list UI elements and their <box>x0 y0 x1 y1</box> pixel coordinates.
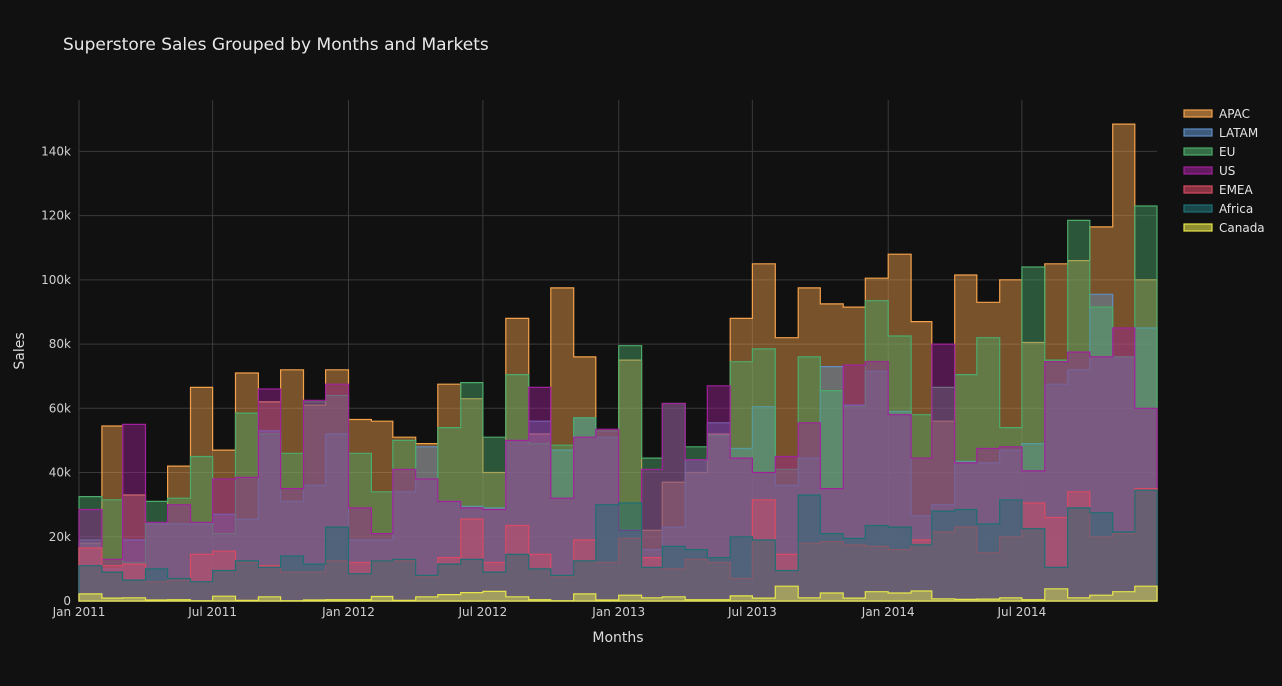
legend-swatch <box>1183 223 1213 232</box>
legend-label: APAC <box>1219 107 1250 121</box>
y-axis: 0 20k 40k 60k 80k 100k 120k 140k <box>41 144 71 608</box>
x-tick-label: Jul 2012 <box>457 605 507 619</box>
x-tick-label: Jul 2013 <box>727 605 777 619</box>
legend-label: Africa <box>1219 202 1253 216</box>
x-tick-label: Jan 2013 <box>591 605 645 619</box>
y-tick-label: 40k <box>49 466 71 480</box>
y-tick-label: 140k <box>41 144 71 158</box>
legend-swatch <box>1183 185 1213 194</box>
y-tick-label: 60k <box>49 401 71 415</box>
y-tick-label: 120k <box>41 209 71 223</box>
legend-label: EMEA <box>1219 183 1254 197</box>
legend-swatch <box>1183 147 1213 156</box>
series-area-canada[interactable] <box>78 585 1158 602</box>
legend-item-apac[interactable]: APAC <box>1183 107 1250 121</box>
legend-item-emea[interactable]: EMEA <box>1183 183 1254 197</box>
legend-label: US <box>1219 164 1235 178</box>
legend-label: EU <box>1219 145 1235 159</box>
legend-item-africa[interactable]: Africa <box>1183 202 1253 216</box>
legend-swatch <box>1183 109 1213 118</box>
y-axis-label: Sales <box>12 332 28 369</box>
y-tick-label: 0 <box>63 594 71 608</box>
series-area-africa[interactable] <box>78 489 1158 602</box>
legend[interactable]: APAC LATAM EU US EMEA Africa Canada <box>1183 107 1265 235</box>
legend-label: LATAM <box>1219 126 1258 140</box>
legend-item-canada[interactable]: Canada <box>1183 221 1265 235</box>
legend-label: Canada <box>1219 221 1265 235</box>
legend-item-us[interactable]: US <box>1183 164 1235 178</box>
legend-swatch <box>1183 128 1213 137</box>
legend-swatch <box>1183 204 1213 213</box>
y-tick-label: 20k <box>49 530 71 544</box>
legend-item-eu[interactable]: EU <box>1183 145 1235 159</box>
y-tick-label: 100k <box>41 273 71 287</box>
y-tick-label: 80k <box>49 337 71 351</box>
x-tick-label: Jan 2014 <box>861 605 915 619</box>
x-tick-label: Jul 2011 <box>187 605 237 619</box>
x-axis-label: Months <box>592 630 643 646</box>
x-tick-label: Jan 2011 <box>52 605 106 619</box>
plot-area[interactable] <box>78 123 1158 602</box>
x-axis: Jan 2011 Jul 2011 Jan 2012 Jul 2012 Jan 2013… <box>52 605 1047 619</box>
legend-item-latam[interactable]: LATAM <box>1183 126 1258 140</box>
legend-swatch <box>1183 166 1213 175</box>
x-tick-label: Jan 2012 <box>321 605 375 619</box>
x-tick-label: Jul 2014 <box>996 605 1046 619</box>
chart-title: Superstore Sales Grouped by Months and M… <box>63 35 489 55</box>
